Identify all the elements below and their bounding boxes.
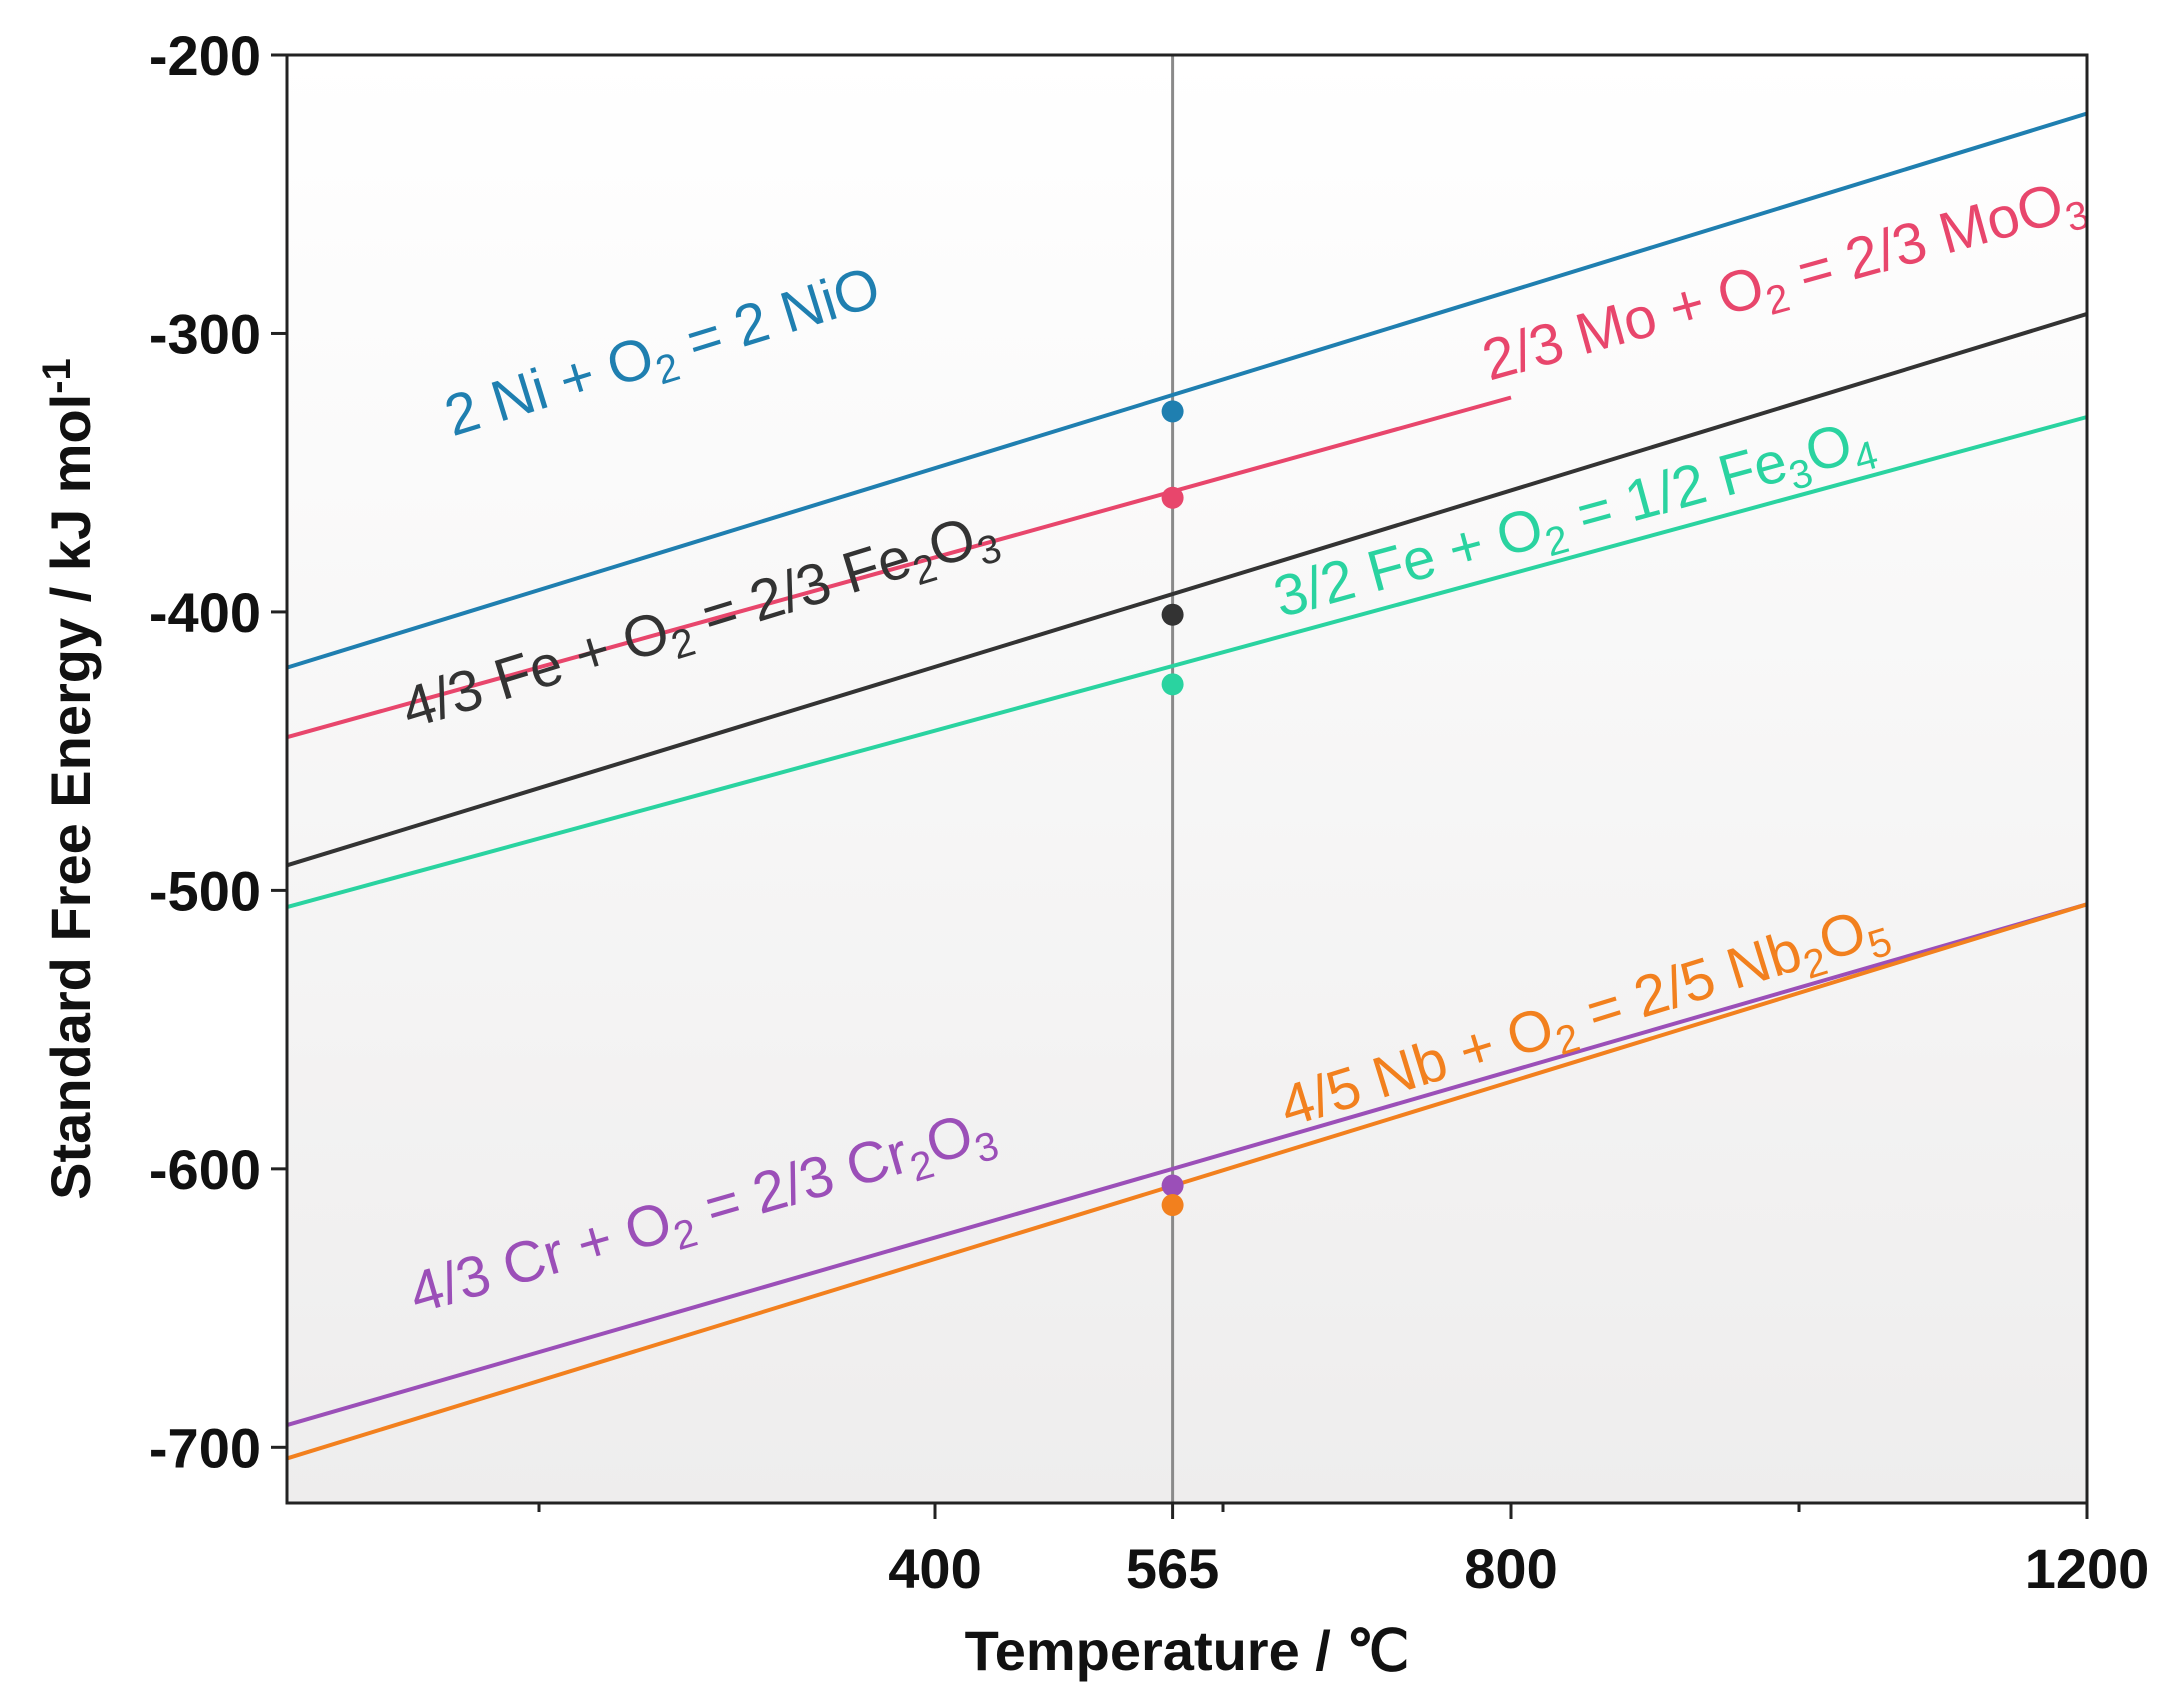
y-tick-label: -500: [149, 859, 261, 922]
plot-area: [287, 55, 2087, 1503]
plot-frame: [285, 53, 2089, 1505]
y-axis-title-superscript: -1: [35, 358, 79, 394]
x-tick-label: 800: [1464, 1537, 1557, 1600]
series-line-0: [286, 111, 2088, 670]
x-tick-label: 565: [1126, 1537, 1219, 1600]
series-marker-3: [1161, 673, 1184, 696]
y-tick-label: -700: [149, 1416, 261, 1479]
series-line-4: [286, 902, 2088, 1427]
series-marker-1: [1161, 486, 1184, 509]
y-tick-label: -300: [149, 302, 261, 365]
x-axis-title: Temperature / ℃: [965, 1619, 1410, 1682]
series-line-5: [286, 902, 2088, 1461]
y-axis-title: Standard Free Energy / kJ mol-1: [35, 358, 102, 1200]
series-marker-0: [1161, 400, 1184, 423]
y-tick-label: -200: [149, 24, 261, 87]
series-marker-5: [1161, 1194, 1184, 1217]
y-tick-label: -400: [149, 581, 261, 644]
x-tick-label: 1200: [2025, 1537, 2150, 1600]
series-line-2: [286, 312, 2088, 868]
series-marker-2: [1161, 603, 1184, 626]
series-line-3: [286, 415, 2088, 910]
series-marker-4: [1161, 1174, 1184, 1197]
y-tick-label: -600: [149, 1138, 261, 1201]
x-tick-label: 400: [888, 1537, 981, 1600]
series-line-1: [286, 395, 1512, 740]
